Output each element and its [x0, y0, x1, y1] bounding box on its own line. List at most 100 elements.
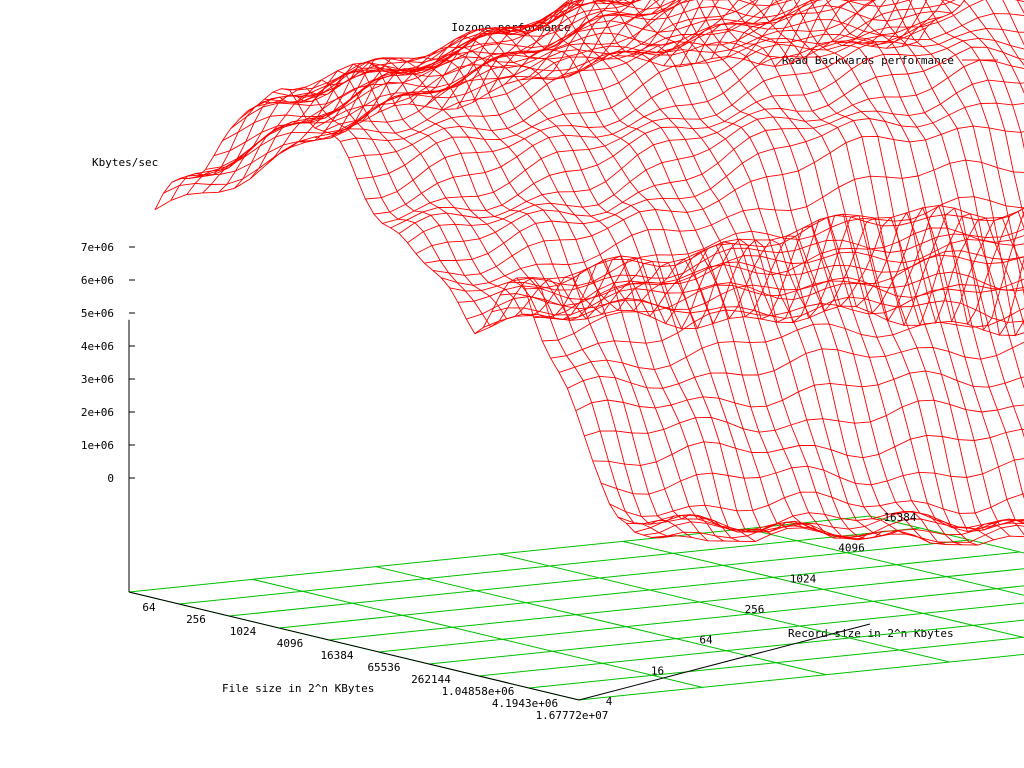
surface-line-file [154, 41, 919, 211]
surface-line-record [615, 0, 1024, 327]
surface-line-file [314, 0, 730, 129]
surface-line-file [213, 0, 868, 157]
surface-line-file [222, 0, 681, 142]
surface-line-file [163, 27, 927, 194]
x-tick-label: 1.67772e+07 [536, 709, 609, 722]
surface-line-file [247, 0, 570, 112]
surface-line-file [180, 16, 944, 179]
tick-labels: 0 1e+06 2e+06 3e+06 4e+06 5e+06 6e+06 7e+06 64 25… [81, 241, 917, 722]
surface-line-record [870, 0, 913, 47]
surface-line-file [483, 296, 1024, 328]
surface-line-file [474, 305, 1024, 336]
surface-line-file [575, 370, 1024, 412]
surface-line-file [306, 0, 660, 120]
surface-line-file [651, 520, 1024, 543]
surface-line-file [609, 491, 1024, 517]
surface-line-file [323, 0, 757, 132]
x-tick-label: 64 [142, 601, 156, 614]
surface-line-file [567, 341, 1024, 389]
surface-line-file [415, 79, 1024, 255]
surface-line-file [407, 59, 1024, 244]
x-tick-label: 4096 [277, 637, 304, 650]
grid-line-y [746, 528, 1024, 596]
base-grid [128, 515, 1024, 701]
surface-line-file [432, 125, 1024, 276]
surface-line-file [659, 527, 1024, 546]
surface-line-file [626, 510, 1024, 533]
surface-line-file [340, 0, 853, 142]
y-tick-label: 256 [745, 603, 765, 616]
surface-line-record [854, 0, 900, 44]
surface-line-record [536, 0, 1024, 526]
y-tick-label: 16384 [883, 511, 916, 524]
surface-line-file [424, 102, 1024, 264]
surface-line-file [188, 4, 952, 179]
surface-line-file [491, 271, 1024, 316]
surface-line-file [466, 277, 1024, 320]
y-tick-label: 1024 [790, 572, 817, 585]
surface-line-file [348, 0, 877, 159]
grid-line-y [499, 553, 950, 663]
surface-line-record [234, 62, 740, 542]
surface-line-file [390, 37, 1024, 229]
z-tick-label: 3e+06 [81, 373, 114, 386]
surface-line-file [558, 308, 1024, 373]
surface-line-file [508, 228, 1024, 291]
surface-line-file [281, 0, 642, 91]
surface-line-file [356, 0, 956, 180]
surface-line-record [679, 0, 1024, 337]
x-axis-label: File size in 2^n KBytes [222, 682, 374, 695]
surface-line-file [255, 0, 582, 107]
surface-line-record [298, 57, 804, 533]
surface-line-file [525, 205, 1024, 290]
surface-line-record [838, 0, 887, 43]
y-axis-line [578, 623, 871, 701]
surface-line-record [202, 70, 709, 542]
y-tick-label: 16 [651, 664, 664, 677]
surface-mesh [154, 0, 1024, 546]
x-tick-label: 65536 [367, 661, 400, 674]
surface-line-file [457, 238, 1024, 303]
surface-line-file [500, 250, 1024, 307]
x-tick-label: 4.1943e+06 [492, 697, 558, 710]
z-tick-label: 4e+06 [81, 340, 114, 353]
y-tick-label: 4 [606, 695, 613, 708]
z-axis-label: Kbytes/sec [92, 156, 158, 169]
surface-line-record [631, 0, 1024, 323]
surface-line-file [238, 0, 573, 120]
z-tick-label: 5e+06 [81, 307, 114, 320]
surface-line-file [643, 518, 1024, 540]
surface-line-file [365, 0, 1024, 200]
surface-line-record [504, 0, 1011, 537]
grid-line-x [528, 636, 1024, 689]
surface-line-file [398, 46, 1024, 234]
x-tick-label: 256 [186, 613, 206, 626]
surface-line-file [550, 278, 1024, 359]
surface-line-file [264, 0, 610, 104]
z-tick-label: 1e+06 [81, 439, 114, 452]
z-tick-label: 0 [107, 472, 114, 485]
surface-line-file [600, 458, 1024, 495]
surface-line-file [331, 0, 784, 135]
z-tick-label: 7e+06 [81, 241, 114, 254]
grid-line-y [375, 566, 827, 676]
surface-line-file [542, 254, 1024, 342]
surface-line-file [533, 227, 1024, 318]
y-axis-label: Record size in 2^n Kbytes [788, 627, 954, 640]
x-tick-label: 262144 [411, 673, 451, 686]
y-tick-label: 4096 [838, 542, 865, 555]
surface-line-file [205, 0, 876, 170]
surface-line-file [441, 159, 1024, 286]
surface-line-record [424, 9, 931, 544]
x-tick-label: 1.04858e+06 [442, 685, 515, 698]
surface-line-file [516, 207, 1024, 280]
z-tick-label: 2e+06 [81, 406, 114, 419]
x-tick-label: 1024 [230, 625, 257, 638]
y-tick-label: 64 [699, 634, 713, 647]
axes [128, 319, 871, 701]
grid-line-y [622, 540, 1024, 639]
x-tick-label: 16384 [320, 649, 353, 662]
surface-line-file [373, 13, 1024, 215]
surface-line-file [584, 399, 1024, 437]
